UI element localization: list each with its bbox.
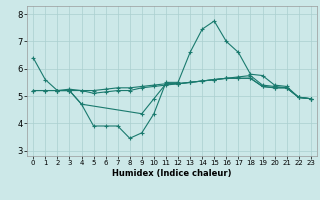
X-axis label: Humidex (Indice chaleur): Humidex (Indice chaleur) [112, 169, 232, 178]
